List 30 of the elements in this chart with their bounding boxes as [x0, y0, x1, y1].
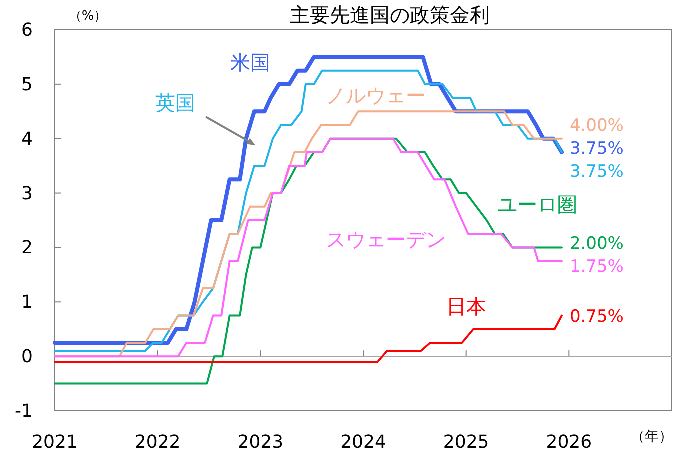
data-label: 3.75% [570, 162, 624, 182]
x-tick-label: 2023 [238, 432, 284, 452]
series-label: ユーロ圏 [497, 192, 578, 217]
x-tick-label: 2021 [32, 432, 78, 452]
data-label: 0.75% [570, 306, 624, 327]
y-tick-label: 5 [22, 74, 33, 96]
text: 英国 [155, 90, 196, 115]
x-tick-label: 2024 [340, 432, 386, 452]
y-tick-label: 1 [22, 292, 33, 314]
y-tick-label: 6 [22, 20, 33, 41]
y-tick-label: 2 [22, 238, 33, 259]
series-label: 日本 [446, 294, 486, 318]
y-tick-label: 4 [22, 128, 33, 150]
chart-title: 主要先進国の政策金利 [290, 3, 490, 27]
y-tick-label: -1 [15, 401, 33, 422]
data-label: 1.75% [570, 257, 624, 278]
x-axis-title: （年） [631, 429, 673, 445]
line-series [54, 314, 563, 364]
series-label: ノルウェー [326, 83, 426, 108]
series-label: スウェーデン [326, 228, 446, 252]
data-label: 3.75% [570, 138, 624, 159]
x-tick-label: 2022 [134, 432, 181, 452]
y-tick-label: 3 [22, 183, 33, 204]
y-tick-label: 0 [22, 346, 33, 368]
y-axis-title: （%） [68, 9, 108, 24]
x-tick-label: 2025 [443, 432, 490, 452]
x-tick-label: 2026 [546, 432, 592, 452]
data-label: 2.00% [570, 234, 624, 254]
data-label: 4.00% [570, 116, 624, 136]
series-label: 米国 [230, 50, 270, 75]
